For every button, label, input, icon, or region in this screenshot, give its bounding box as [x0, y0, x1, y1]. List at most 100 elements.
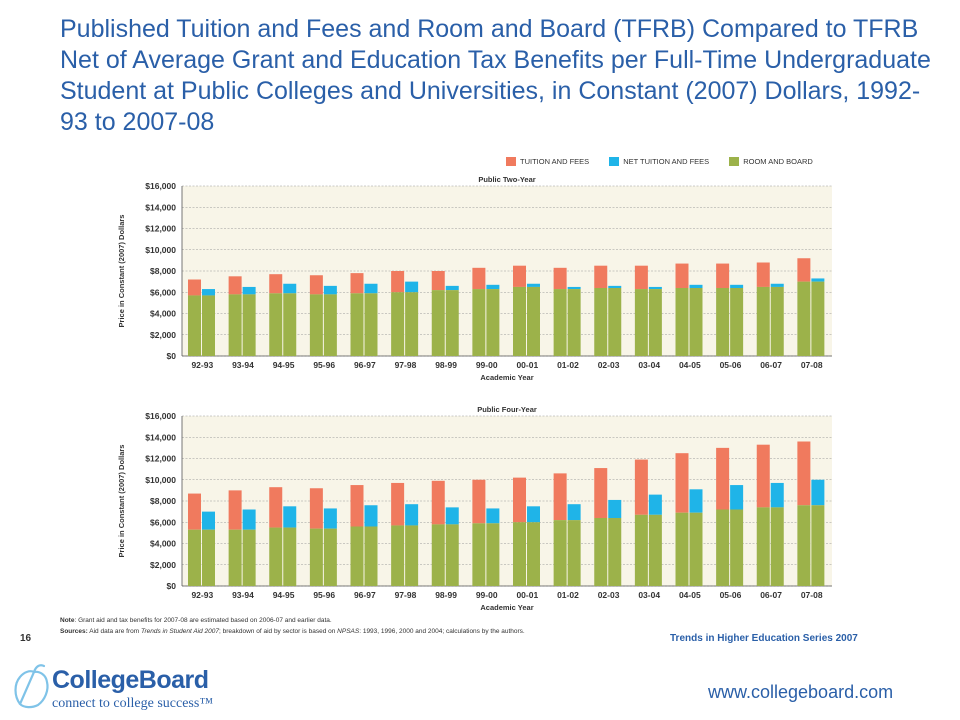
- bar-tuition-fees: [594, 265, 608, 288]
- bar-room-board-left: [228, 529, 242, 586]
- x-tick-label: 06-07: [760, 590, 782, 600]
- x-axis-label: Academic Year: [480, 603, 533, 612]
- bar-tuition-fees: [472, 267, 486, 290]
- bar-net-tuition-fees: [323, 508, 337, 529]
- bar-room-board-right: [689, 512, 703, 586]
- bar-tuition-fees: [188, 493, 201, 530]
- bar-net-tuition-fees: [608, 499, 622, 518]
- bar-room-board-right: [323, 528, 337, 586]
- bar-net-tuition-fees: [770, 482, 784, 508]
- bar-net-tuition-fees: [445, 507, 459, 525]
- bar-tuition-fees: [391, 271, 405, 293]
- bar-tuition-fees: [797, 441, 811, 506]
- logo-tagline: connect to college success™: [52, 696, 214, 711]
- x-tick-label: 02-03: [598, 590, 620, 600]
- y-tick-label: $8,000: [150, 496, 176, 506]
- x-tick-label: 93-94: [232, 590, 254, 600]
- x-tick-label: 04-05: [679, 360, 701, 370]
- x-tick-label: 05-06: [720, 590, 742, 600]
- bar-tuition-fees: [675, 453, 689, 513]
- y-tick-label: $12,000: [145, 224, 176, 234]
- x-tick-label: 05-06: [720, 360, 742, 370]
- bar-tuition-fees: [228, 490, 242, 530]
- y-axis-label: Price in Constant (2007) Dollars: [117, 215, 126, 328]
- bar-tuition-fees: [675, 263, 689, 288]
- y-tick-label: $2,000: [150, 560, 176, 570]
- bar-room-board-right: [405, 292, 419, 356]
- bar-tuition-fees: [797, 258, 811, 282]
- bar-net-tuition-fees: [648, 494, 662, 515]
- bar-net-tuition-fees: [811, 278, 825, 282]
- legend-swatch-room: [729, 156, 740, 166]
- chart-legend: TUITION AND FEES NET TUITION AND FEES RO…: [506, 152, 833, 170]
- bar-tuition-fees: [472, 479, 486, 524]
- x-tick-label: 04-05: [679, 590, 701, 600]
- bar-room-board-right: [770, 507, 784, 586]
- bar-net-tuition-fees: [730, 284, 744, 288]
- bar-room-board-left: [756, 286, 770, 356]
- bar-net-tuition-fees: [283, 283, 297, 294]
- bar-tuition-fees: [756, 262, 770, 287]
- y-tick-label: $8,000: [150, 266, 176, 276]
- bar-room-board-left: [675, 288, 689, 356]
- website-link[interactable]: www.collegeboard.com: [708, 682, 894, 702]
- bar-net-tuition-fees: [445, 285, 459, 291]
- legend-item-room: ROOM AND BOARD: [729, 156, 813, 166]
- bar-room-board-right: [242, 294, 256, 356]
- bar-room-board-right: [486, 523, 500, 586]
- x-tick-label: 95-96: [313, 590, 335, 600]
- bar-tuition-fees: [431, 480, 445, 525]
- x-tick-label: 96-97: [354, 590, 376, 600]
- y-tick-label: $0: [167, 351, 177, 361]
- y-tick-label: $6,000: [150, 287, 176, 297]
- x-tick-label: 99-00: [476, 590, 498, 600]
- note-label: Note: [60, 617, 75, 624]
- sources-body-3: : 1993, 1996, 2000 and 2004; calculation…: [359, 628, 525, 635]
- x-tick-label: 07-08: [801, 360, 823, 370]
- bar-room-board-left: [309, 528, 323, 586]
- sources-body-1: Aid data are from: [87, 628, 141, 635]
- bar-tuition-fees: [350, 485, 364, 527]
- legend-label-tuition: TUITION AND FEES: [520, 156, 590, 166]
- bar-room-board-left: [269, 527, 283, 586]
- y-tick-label: $10,000: [145, 245, 176, 255]
- bar-net-tuition-fees: [567, 286, 581, 290]
- collegeboard-logo[interactable]: CollegeBoard connect to college success™: [12, 660, 252, 716]
- bar-room-board-left: [716, 288, 730, 356]
- bar-room-board-right: [527, 286, 540, 356]
- note-text: Note: Grant aid and tax benefits for 200…: [60, 616, 332, 625]
- bar-room-board-right: [323, 294, 337, 356]
- charts-container: Public Two-Year $0 $2,000 $4,000 $6,000 $8,00…: [117, 175, 832, 612]
- bar-room-board-left: [513, 522, 526, 586]
- x-tick-label: 07-08: [801, 590, 823, 600]
- sources-text: Sources: Aid data are from Trends in Stu…: [60, 627, 525, 636]
- x-tick-label: 92-93: [191, 590, 213, 600]
- y-tick-label: $14,000: [145, 432, 176, 442]
- bar-room-board-right: [648, 289, 662, 356]
- bar-tuition-fees: [553, 473, 567, 521]
- bar-room-board-right: [364, 293, 378, 356]
- bar-room-board-left: [431, 524, 445, 586]
- bar-room-board-right: [730, 509, 744, 586]
- bar-net-tuition-fees: [730, 485, 744, 510]
- bar-tuition-fees: [513, 477, 526, 523]
- bar-room-board-right: [202, 295, 215, 356]
- bar-tuition-fees: [228, 276, 242, 295]
- x-tick-label: 96-97: [354, 360, 376, 370]
- bar-room-board-left: [350, 293, 364, 356]
- x-tick-label: 98-99: [435, 590, 457, 600]
- x-tick-label: 94-95: [273, 360, 295, 370]
- bar-tuition-fees: [716, 447, 730, 510]
- bar-room-board-right: [445, 290, 459, 356]
- y-tick-label: $14,000: [145, 202, 176, 212]
- bar-tuition-fees: [269, 274, 283, 294]
- bar-net-tuition-fees: [567, 504, 581, 521]
- series-label: Trends in Higher Education Series 2007: [670, 633, 858, 644]
- bar-room-board-left: [634, 289, 648, 356]
- legend-item-net: NET TUITION AND FEES: [609, 156, 709, 166]
- x-tick-label: 92-93: [191, 360, 213, 370]
- x-tick-label: 00-01: [516, 360, 538, 370]
- bar-room-board-left: [634, 514, 648, 586]
- sources-italic-1: Trends in Student Aid 2007: [140, 628, 220, 635]
- bar-net-tuition-fees: [364, 283, 378, 294]
